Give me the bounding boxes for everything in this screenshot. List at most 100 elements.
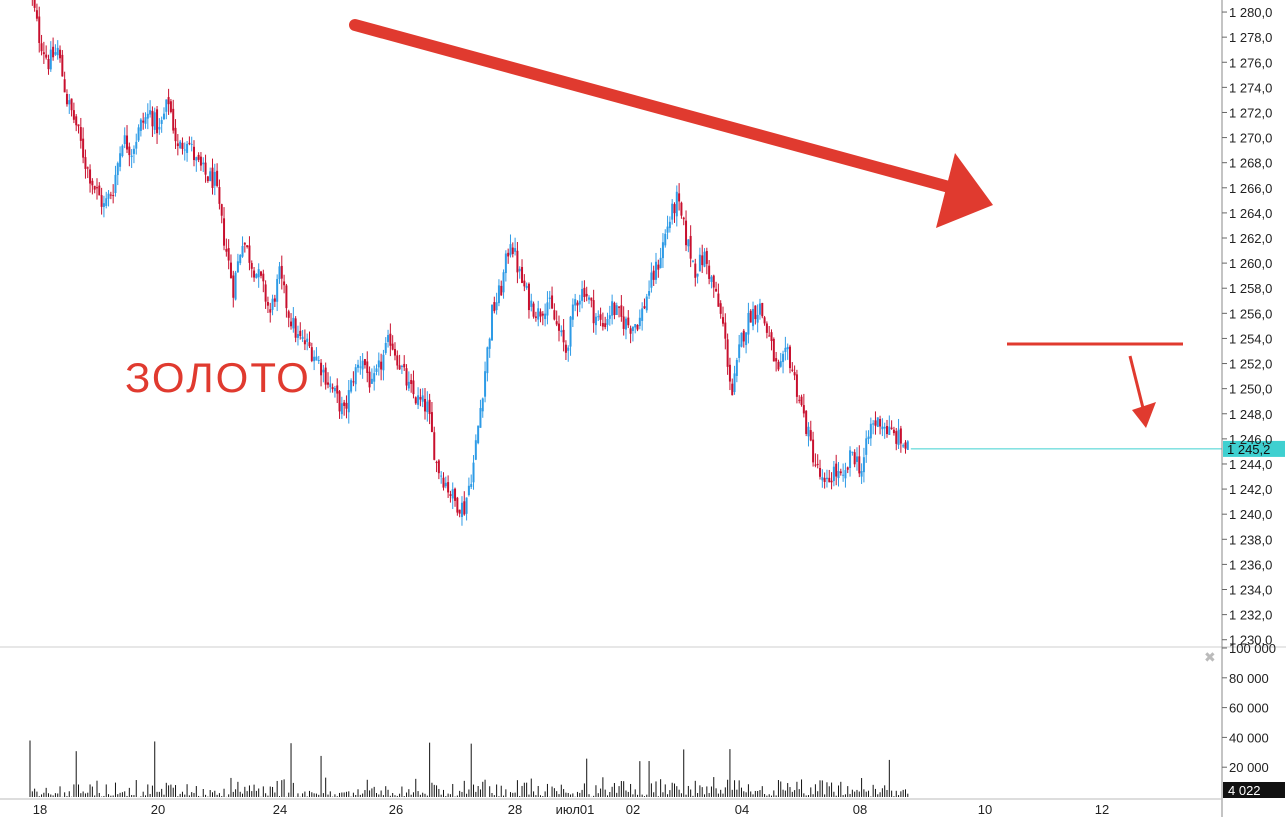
candle-body [102, 203, 105, 207]
candle-body [779, 361, 782, 367]
candle-body [84, 157, 87, 169]
candle-body [828, 477, 831, 483]
candle-body [225, 249, 228, 252]
date-label: 04 [735, 802, 749, 817]
close-panel-icon[interactable]: ✖ [1204, 650, 1216, 666]
candle-body [199, 156, 202, 166]
candle-body [627, 317, 630, 326]
candle-body [109, 194, 112, 196]
candle-body [747, 312, 750, 335]
candle-body [842, 474, 845, 476]
candle-body [772, 338, 775, 362]
candle-body [197, 154, 200, 160]
candle-body [765, 323, 768, 333]
candle-body [687, 239, 690, 247]
candle-body [322, 369, 325, 373]
candle-body [816, 463, 819, 465]
price-tick-label: 1 262,0 [1229, 231, 1272, 246]
last-volume-label: 4 022 [1228, 783, 1261, 798]
candle-body [329, 383, 332, 388]
candle-body [650, 272, 653, 288]
candle-body [250, 263, 253, 269]
candle-body [389, 333, 392, 346]
candle-body [363, 359, 366, 366]
candle-body [504, 253, 507, 274]
candle-body [260, 271, 262, 276]
candle-body [72, 110, 75, 120]
candle-body [112, 195, 115, 197]
candle-body [195, 157, 198, 161]
candle-body [479, 408, 482, 428]
candle-body [456, 497, 459, 513]
candle-body [530, 300, 533, 307]
candle-body [91, 180, 94, 186]
candle-body [98, 185, 101, 196]
candle-body [742, 330, 745, 342]
candle-body [809, 430, 812, 441]
candle-body [858, 456, 861, 474]
candle-body [701, 255, 704, 266]
candle-body [287, 311, 290, 318]
candle-body [433, 432, 436, 460]
candle-body [532, 303, 535, 317]
candle-body [151, 110, 154, 127]
candle-body [105, 198, 108, 206]
candle-body [652, 270, 655, 280]
candle-body [899, 428, 902, 444]
candle-body [888, 426, 891, 435]
candle-body [862, 457, 865, 473]
candle-body [703, 251, 706, 267]
candle-body [414, 397, 417, 404]
candle-body [655, 261, 658, 280]
candle-body [255, 274, 258, 279]
candle-body [648, 291, 651, 296]
candle-body [895, 431, 898, 444]
candle-body [206, 176, 209, 182]
candle-body [620, 305, 623, 317]
candle-body [426, 401, 429, 413]
candle-body [853, 452, 856, 465]
candle-body [156, 109, 159, 134]
candle-body [812, 439, 815, 463]
candle-body [544, 313, 547, 320]
candle-body [708, 265, 711, 279]
price-tick-label: 1 278,0 [1229, 30, 1272, 45]
candle-body [202, 162, 205, 165]
candle-body [280, 265, 283, 279]
candle-body [209, 171, 212, 182]
candle-body [188, 142, 191, 144]
candle-body [590, 297, 593, 301]
candle-body [410, 379, 413, 385]
candle-body [624, 318, 627, 330]
candle-body [722, 317, 724, 324]
price-tick-label: 1 260,0 [1229, 256, 1272, 271]
candle-body [370, 378, 373, 384]
candle-body [458, 509, 461, 514]
candle-body [715, 288, 718, 292]
candle-body [698, 254, 701, 272]
candle-body [153, 112, 156, 130]
candle-body [553, 310, 556, 320]
candle-body [285, 285, 288, 309]
candle-body [523, 280, 526, 287]
price-tick-label: 1 258,0 [1229, 281, 1272, 296]
candle-body [507, 252, 510, 257]
candle-body [752, 308, 755, 327]
candle-body [428, 399, 431, 415]
candle-body [657, 264, 660, 270]
candle-body [618, 306, 621, 308]
candle-body [784, 347, 787, 353]
candle-body [269, 309, 272, 313]
trend-arrow-shaft [349, 19, 966, 196]
candle-body [114, 174, 117, 193]
candle-body [310, 347, 313, 361]
candle-body [266, 302, 269, 306]
candle-body [454, 488, 457, 501]
candle-body [710, 276, 713, 282]
candle-body [897, 429, 900, 446]
candle-body [865, 438, 868, 455]
candle-body [539, 311, 542, 317]
candle-body [597, 316, 600, 318]
candle-body [666, 226, 669, 233]
